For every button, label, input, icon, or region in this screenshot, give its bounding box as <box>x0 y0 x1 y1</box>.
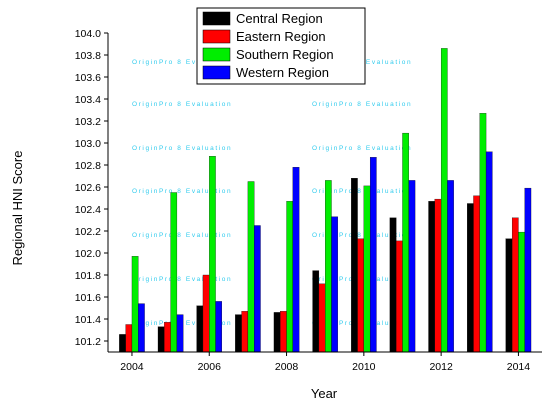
bar-western-region-2014 <box>524 187 532 353</box>
bar-western-region-2006 <box>215 301 223 353</box>
bar-southern-region-2012 <box>440 48 448 353</box>
bar-western-region-2011 <box>408 180 416 353</box>
bar-eastern-region-2006 <box>202 274 210 353</box>
legend-swatch <box>202 47 231 62</box>
watermark-text: OriginPro 8 Evaluation <box>132 101 232 108</box>
y-tick-label: 103.8 <box>75 50 101 62</box>
x-tick-label: 2010 <box>352 361 376 373</box>
bar-southern-region-2009 <box>325 180 332 353</box>
x-axis-title: Year <box>311 386 338 401</box>
bar-central-region-2011 <box>389 217 397 353</box>
bar-western-region-2005 <box>176 314 184 353</box>
watermark-text: OriginPro 8 Evaluation <box>312 101 412 108</box>
y-tick-label: 103.0 <box>75 138 101 150</box>
bar-central-region-2007 <box>235 314 242 353</box>
bar-eastern-region-2004 <box>125 324 133 353</box>
bar-central-region-2008 <box>273 312 281 353</box>
bar-western-region-2012 <box>447 180 454 353</box>
y-tick-label: 102.8 <box>75 160 101 172</box>
watermark-text: OriginPro 8 Evaluation <box>132 276 232 283</box>
bar-western-region-2010 <box>369 157 377 353</box>
bar-central-region-2005 <box>157 326 165 353</box>
legend-label: Southern Region <box>236 47 334 62</box>
watermark-text: OriginPro 8 Evaluation <box>312 145 412 152</box>
bar-eastern-region-2014 <box>511 217 519 353</box>
bar-southern-region-2006 <box>209 156 216 353</box>
bar-southern-region-2010 <box>363 185 371 353</box>
bar-central-region-2010 <box>351 178 358 353</box>
watermark-text: OriginPro 8 Evaluation <box>312 232 412 239</box>
bar-eastern-region-2013 <box>473 195 480 353</box>
legend: Central Region Eastern Region Southern Reg… <box>196 7 366 85</box>
bar-eastern-region-2010 <box>357 238 364 353</box>
bar-southern-region-2013 <box>479 113 487 353</box>
bar-western-region-2008 <box>292 167 300 353</box>
x-tick-label: 2004 <box>120 361 144 373</box>
bar-southern-region-2011 <box>402 132 409 353</box>
bar-western-region-2007 <box>254 225 261 353</box>
y-tick-label: 103.6 <box>75 72 101 84</box>
x-tick-label: 2012 <box>429 361 453 373</box>
legend-swatch <box>202 29 231 44</box>
bar-eastern-region-2011 <box>396 240 403 353</box>
ticks-layer: 101.2 101.4 101.6 101.8 102.0 102.2 102.4 102.6… <box>75 28 531 373</box>
y-tick-label: 102.0 <box>75 248 101 260</box>
bar-eastern-region-2008 <box>280 311 287 353</box>
bar-central-region-2009 <box>312 270 320 353</box>
watermark-text: OriginPro 8 Evaluation <box>312 188 412 195</box>
legend-label: Western Region <box>236 65 329 80</box>
bar-eastern-region-2007 <box>241 311 249 353</box>
bar-southern-region-2008 <box>286 201 293 353</box>
legend-swatch <box>202 11 231 26</box>
legend-label: Central Region <box>236 11 323 26</box>
bar-southern-region-2007 <box>247 181 255 353</box>
bar-central-region-2014 <box>505 238 513 353</box>
x-tick-label: 2008 <box>275 361 299 373</box>
watermark-text: OriginPro 8 Evaluation <box>132 145 232 152</box>
x-tick-label: 2014 <box>507 361 531 373</box>
y-tick-label: 101.6 <box>75 292 101 304</box>
y-tick-label: 101.2 <box>75 336 101 348</box>
legend-label: Eastern Region <box>236 29 326 44</box>
bar-eastern-region-2012 <box>434 198 442 353</box>
watermark-text: OriginPro 8 Evaluation <box>132 188 232 195</box>
y-tick-label: 102.4 <box>75 204 101 216</box>
y-tick-label: 103.2 <box>75 116 101 128</box>
y-tick-label: 101.4 <box>75 314 101 326</box>
bar-central-region-2012 <box>428 201 435 353</box>
bar-central-region-2004 <box>119 334 126 353</box>
bar-western-region-2009 <box>331 216 338 353</box>
legend-swatch <box>202 65 231 80</box>
y-tick-label: 101.8 <box>75 270 101 282</box>
watermark-text: OriginPro 8 Evaluation <box>132 59 232 66</box>
bar-central-region-2006 <box>196 305 204 353</box>
y-tick-label: 102.2 <box>75 226 101 238</box>
bar-western-region-2004 <box>138 303 145 353</box>
bars-layer <box>119 48 532 353</box>
bar-eastern-region-2005 <box>164 322 171 353</box>
axes-layer <box>107 33 542 353</box>
bar-central-region-2013 <box>467 203 474 353</box>
bar-western-region-2013 <box>485 151 493 353</box>
y-tick-label: 104.0 <box>75 28 101 40</box>
bar-southern-region-2005 <box>170 192 178 353</box>
y-tick-label: 103.4 <box>75 94 101 106</box>
bar-southern-region-2014 <box>518 231 525 353</box>
y-axis-title: Regional HNI Score <box>10 151 25 266</box>
bar-southern-region-2004 <box>131 256 139 353</box>
watermark-text: OriginPro 8 Evaluation <box>132 232 232 239</box>
x-tick-label: 2006 <box>198 361 222 373</box>
bar-eastern-region-2009 <box>318 283 326 353</box>
y-tick-label: 102.6 <box>75 182 101 194</box>
